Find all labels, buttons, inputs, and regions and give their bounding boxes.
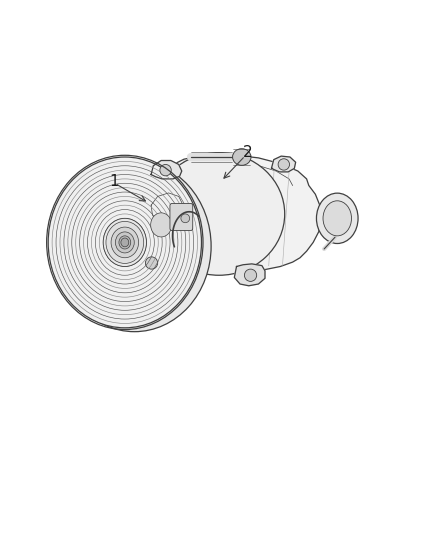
Circle shape <box>278 159 290 170</box>
Polygon shape <box>135 253 169 273</box>
Circle shape <box>244 269 257 281</box>
Text: 1: 1 <box>109 174 119 189</box>
Ellipse shape <box>48 157 201 328</box>
Ellipse shape <box>323 201 351 236</box>
Ellipse shape <box>106 221 144 263</box>
Ellipse shape <box>153 152 285 275</box>
Polygon shape <box>155 155 321 272</box>
Circle shape <box>181 214 190 223</box>
Ellipse shape <box>111 227 138 258</box>
FancyBboxPatch shape <box>170 204 193 231</box>
Ellipse shape <box>233 149 251 165</box>
Ellipse shape <box>316 193 358 244</box>
Polygon shape <box>151 193 183 226</box>
Polygon shape <box>234 264 265 286</box>
Ellipse shape <box>58 161 211 332</box>
Ellipse shape <box>121 238 129 247</box>
Ellipse shape <box>103 219 146 266</box>
Polygon shape <box>272 156 296 172</box>
Polygon shape <box>151 160 182 179</box>
Text: 2: 2 <box>243 145 252 160</box>
Circle shape <box>145 257 158 269</box>
Circle shape <box>160 165 171 176</box>
Ellipse shape <box>151 213 172 237</box>
Ellipse shape <box>119 236 131 249</box>
Ellipse shape <box>115 232 134 253</box>
